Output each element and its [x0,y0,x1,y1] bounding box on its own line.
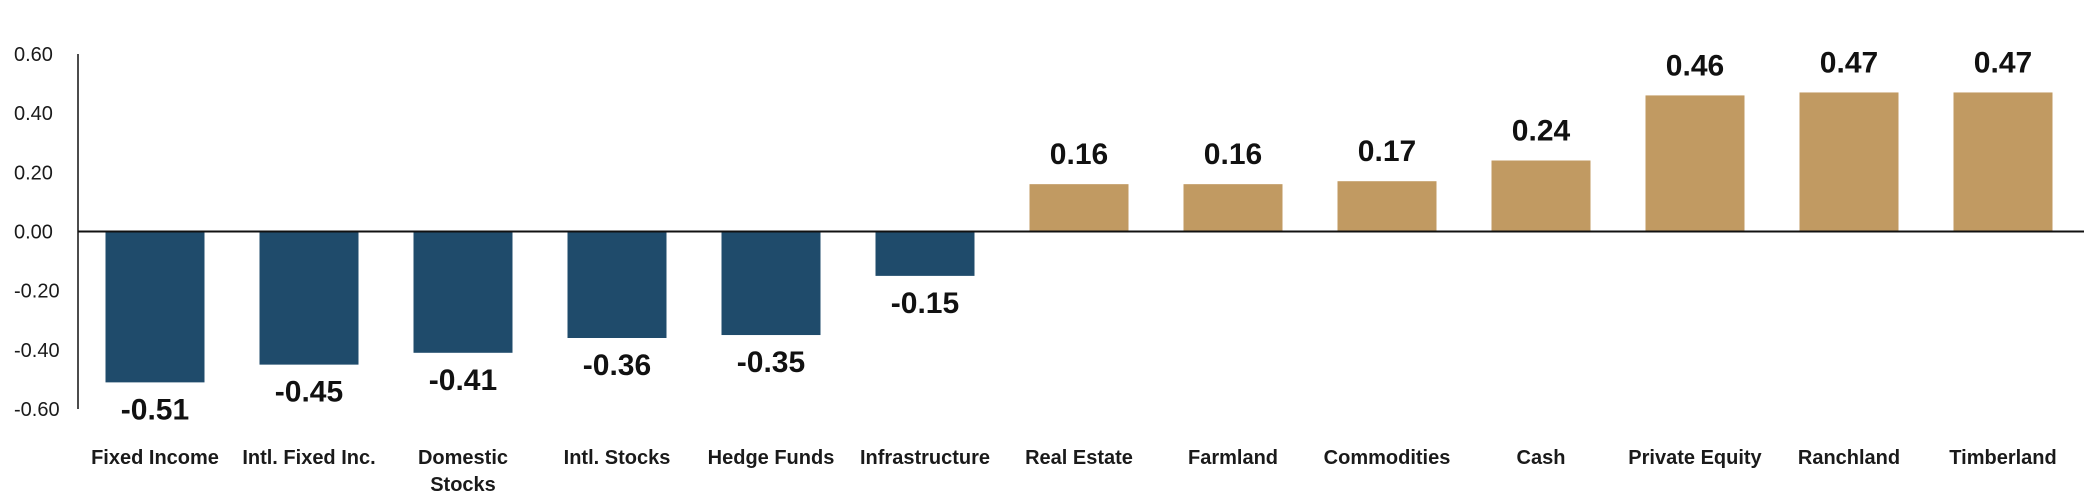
data-label: 0.24 [1512,115,1571,148]
category-label-line: Fixed Income [91,447,219,469]
y-axis: 0.60 0.40 0.20 0.00 -0.20 -0.40 -0.60 [14,44,79,421]
category-label-line: Domestic [418,447,508,469]
data-label: 0.16 [1204,138,1262,171]
category-label: Intl. Stocks [564,447,671,469]
bar-timberland [1953,92,2053,232]
category-label-line: Stocks [430,474,496,496]
bar-domestic-stocks [413,231,513,353]
bar-intl-fixed-inc [259,231,359,365]
category-label: Fixed Income [91,447,219,469]
data-label: -0.35 [737,346,805,379]
data-label: 0.47 [1820,46,1878,79]
category-label: Intl. Fixed Inc. [242,447,375,469]
data-label: 0.46 [1666,49,1724,82]
data-label: -0.36 [583,349,651,382]
category-label-line: Farmland [1188,447,1278,469]
y-tick-label: -0.40 [14,340,60,362]
category-label-line: Infrastructure [860,447,990,469]
category-label-line: Intl. Fixed Inc. [242,447,375,469]
bar-private-equity [1645,95,1745,232]
y-tick-label: -0.20 [14,281,60,303]
bar-ranchland [1799,92,1899,232]
category-label-line: Intl. Stocks [564,447,671,469]
category-label: Infrastructure [860,447,990,469]
category-label: Commodities [1324,447,1451,469]
category-label: Private Equity [1628,447,1762,469]
category-label-line: Commodities [1324,447,1451,469]
category-label-line: Timberland [1949,447,2056,469]
category-label-line: Cash [1517,447,1566,469]
category-label: Hedge Funds [708,447,835,469]
category-label: Cash [1517,447,1566,469]
y-tick-label: 0.60 [14,44,53,66]
data-label: 0.47 [1974,46,2032,79]
y-tick-label: -0.60 [14,399,60,421]
bar-fixed-income [105,231,205,383]
data-label: -0.51 [121,393,189,426]
y-tick-label: 0.20 [14,162,53,184]
bar-commodities [1337,181,1437,232]
bars [105,92,2053,383]
category-label-line: Private Equity [1628,447,1762,469]
category-label: Farmland [1188,447,1278,469]
category-label: Ranchland [1798,447,1900,469]
category-label-line: Ranchland [1798,447,1900,469]
data-label: 0.16 [1050,138,1108,171]
data-labels: -0.51 -0.45 -0.41 -0.36 -0.35 -0.15 0.16 0.16 0.… [121,46,2032,426]
category-label-line: Real Estate [1025,447,1133,469]
category-label-line: Hedge Funds [708,447,835,469]
data-label: 0.17 [1358,135,1416,168]
x-axis: Fixed Income Intl. Fixed Inc. Domestic Stoc… [78,230,2084,496]
bar-real-estate [1029,184,1129,232]
data-label: -0.41 [429,364,497,397]
y-tick-label: 0.00 [14,222,53,244]
bar-farmland [1183,184,1283,232]
category-label: Timberland [1949,447,2056,469]
bar-cash [1491,160,1591,232]
data-label: -0.15 [891,287,959,320]
data-label: -0.45 [275,376,343,409]
bar-intl-stocks [567,231,667,338]
bar-hedge-funds [721,231,821,336]
y-tick-label: 0.40 [14,103,53,125]
bar-infrastructure [875,231,975,276]
category-label: Real Estate [1025,447,1133,469]
category-label: Domestic Stocks [418,447,508,496]
